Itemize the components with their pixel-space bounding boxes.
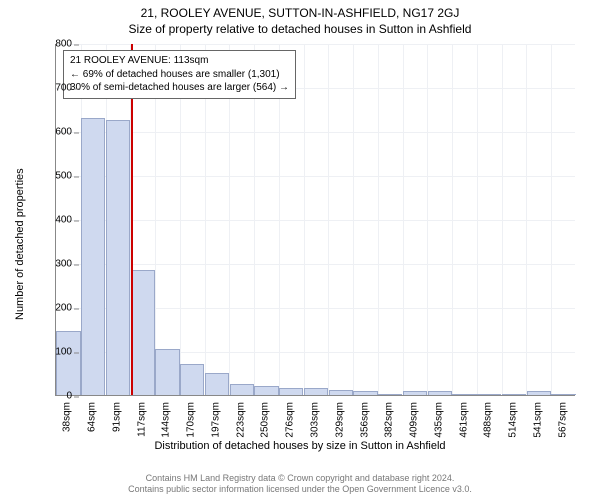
histogram-bar — [155, 349, 179, 395]
footer-attribution: Contains HM Land Registry data © Crown c… — [0, 473, 600, 496]
marker-info-box: 21 ROOLEY AVENUE: 113sqm ← 69% of detach… — [63, 50, 296, 99]
histogram-bar — [180, 364, 204, 395]
xtick-label: 329sqm — [334, 402, 345, 438]
ytick-label: 700 — [32, 83, 72, 94]
y-axis-label: Number of detached properties — [14, 168, 26, 320]
gridline-h — [56, 132, 575, 133]
gridline-v — [427, 44, 428, 395]
histogram-bar — [81, 118, 105, 395]
xtick-label: 117sqm — [136, 402, 147, 437]
xtick-label: 144sqm — [161, 402, 172, 438]
histogram-bar — [56, 331, 80, 395]
histogram-bar — [279, 388, 303, 395]
histogram-bar — [329, 390, 353, 395]
histogram-bar — [477, 394, 501, 395]
histogram-bar — [254, 386, 278, 395]
histogram-bar — [452, 394, 476, 395]
histogram-bar — [304, 388, 328, 395]
xtick-label: 197sqm — [210, 402, 221, 438]
histogram-bar — [551, 394, 575, 395]
gridline-v — [403, 44, 404, 395]
histogram-bar — [502, 394, 526, 395]
xtick-label: 356sqm — [359, 402, 370, 438]
gridline-h — [56, 220, 575, 221]
gridline-v — [452, 44, 453, 395]
gridline-v — [304, 44, 305, 395]
ytick-label: 200 — [32, 303, 72, 314]
xtick-label: 435sqm — [433, 402, 444, 438]
gridline-v — [378, 44, 379, 395]
histogram-bar — [378, 394, 402, 395]
gridline-h — [56, 44, 575, 45]
gridline-v — [353, 44, 354, 395]
xtick-label: 38sqm — [62, 402, 73, 432]
x-axis-label: Distribution of detached houses by size … — [0, 440, 600, 452]
xtick-label: 303sqm — [310, 402, 321, 438]
histogram-bar — [205, 373, 229, 395]
xtick-label: 567sqm — [557, 402, 568, 438]
xtick-label: 170sqm — [186, 402, 197, 438]
histogram-bar — [230, 384, 254, 395]
title-sub: Size of property relative to detached ho… — [0, 20, 600, 40]
xtick-label: 488sqm — [483, 402, 494, 438]
xtick-label: 250sqm — [260, 402, 271, 438]
xtick-label: 64sqm — [87, 402, 98, 432]
histogram-bar — [403, 391, 427, 395]
xtick-label: 91sqm — [111, 402, 122, 432]
histogram-bar — [353, 391, 377, 395]
info-line-2: ← 69% of detached houses are smaller (1,… — [70, 68, 289, 82]
histogram-bar — [106, 120, 130, 395]
info-line-3: 30% of semi-detached houses are larger (… — [70, 81, 289, 95]
xtick-label: 276sqm — [285, 402, 296, 438]
xtick-label: 514sqm — [508, 402, 519, 438]
histogram-bar — [428, 391, 452, 395]
title-main: 21, ROOLEY AVENUE, SUTTON-IN-ASHFIELD, N… — [0, 0, 600, 20]
gridline-h — [56, 264, 575, 265]
xtick-label: 409sqm — [409, 402, 420, 438]
gridline-v — [526, 44, 527, 395]
xtick-label: 223sqm — [235, 402, 246, 438]
gridline-v — [551, 44, 552, 395]
gridline-v — [477, 44, 478, 395]
histogram-bar — [131, 270, 155, 395]
xtick-label: 461sqm — [458, 402, 469, 438]
histogram-bar — [527, 391, 551, 395]
gridline-v — [328, 44, 329, 395]
ytick-label: 400 — [32, 215, 72, 226]
xtick-label: 541sqm — [532, 402, 543, 438]
ytick-label: 100 — [32, 347, 72, 358]
ytick-label: 500 — [32, 171, 72, 182]
ytick-label: 300 — [32, 259, 72, 270]
footer-line-2: Contains public sector information licen… — [0, 484, 600, 496]
ytick-label: 600 — [32, 127, 72, 138]
gridline-h — [56, 176, 575, 177]
footer-line-1: Contains HM Land Registry data © Crown c… — [0, 473, 600, 485]
ytick-label: 800 — [32, 39, 72, 50]
xtick-label: 382sqm — [384, 402, 395, 438]
ytick-label: 0 — [32, 391, 72, 402]
chart-area: 21 ROOLEY AVENUE: 113sqm ← 69% of detach… — [55, 44, 575, 396]
gridline-v — [502, 44, 503, 395]
info-line-1: 21 ROOLEY AVENUE: 113sqm — [70, 54, 289, 68]
